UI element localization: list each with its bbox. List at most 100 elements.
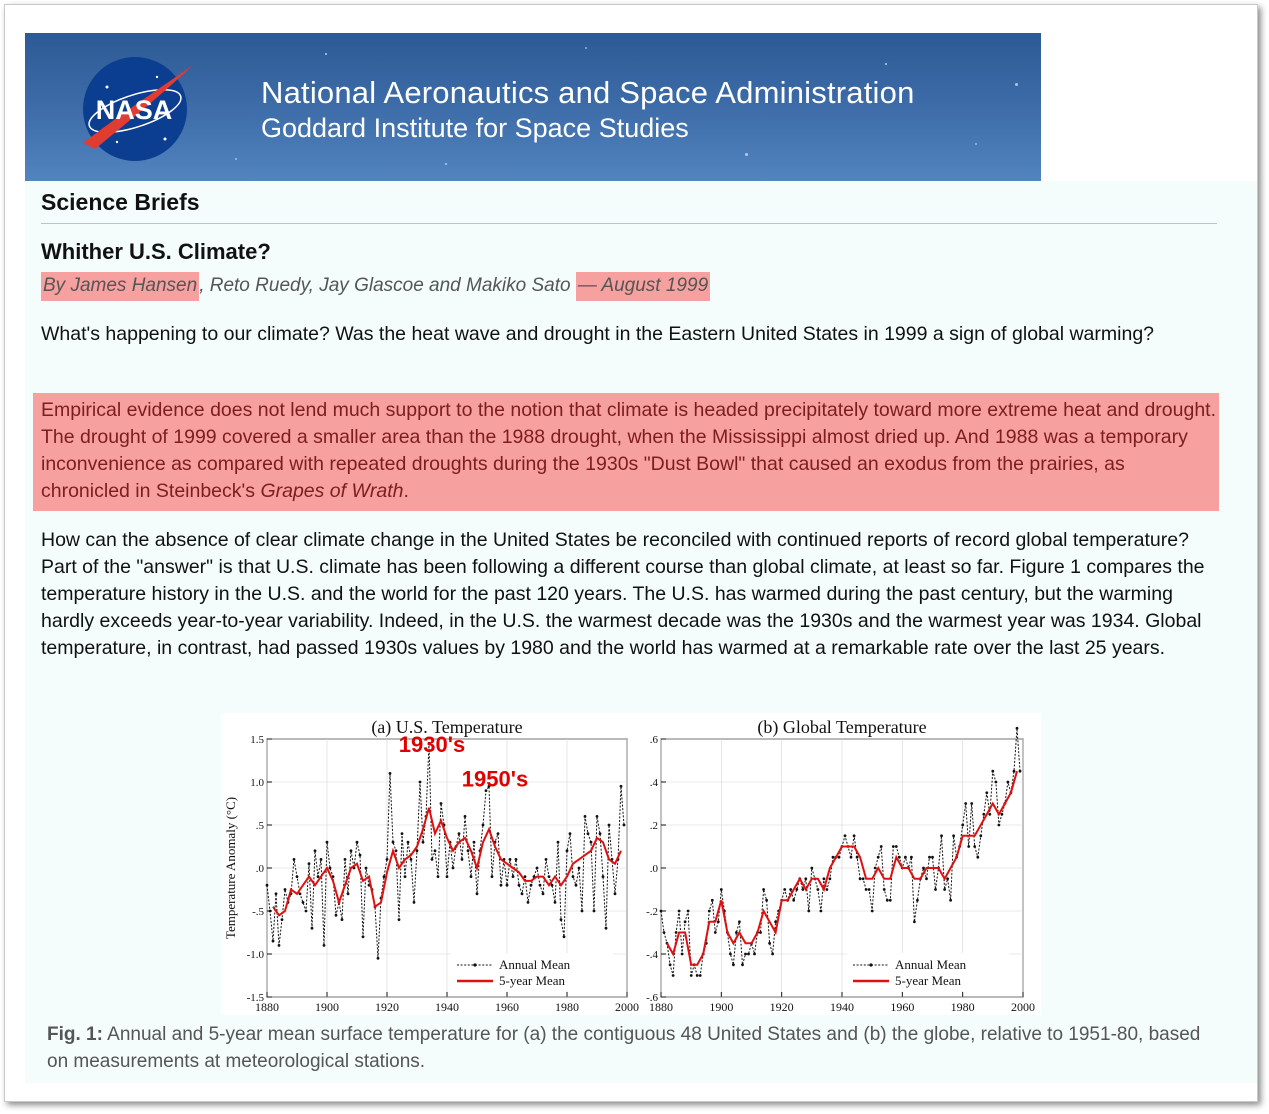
y-tick-label-us: 1.0 [250, 777, 264, 789]
annual-mean-point-us [466, 849, 470, 853]
annual-mean-point-us [433, 849, 437, 853]
y-tick-label-us: .5 [256, 820, 265, 832]
annual-mean-point-global [816, 888, 820, 891]
temperature-charts: (a) U.S. Temperature 1880 1900 1920 1940 1960… [223, 717, 1035, 1014]
chart-title-us: (a) U.S. Temperature [371, 717, 522, 738]
annual-mean-point-global [897, 855, 901, 859]
x-tick-label-global: 1960 [890, 1000, 914, 1014]
annual-mean-point-us [511, 875, 515, 878]
annual-mean-point-us [622, 823, 626, 827]
nasa-banner: NASA National Aeronautics and Space Admi… [25, 33, 1041, 181]
byline-date-highlight: — August 1999 [575, 272, 711, 301]
annual-mean-point-us [445, 875, 449, 878]
annual-mean-point-global [904, 855, 907, 859]
legend-five-year-label-global: 5-year Mean [895, 973, 962, 988]
annual-mean-point-global [732, 963, 735, 967]
annual-mean-point-global [922, 866, 925, 870]
annual-mean-point-global [913, 920, 916, 924]
annual-mean-point-us [376, 956, 380, 960]
x-tick-label-us: 1880 [255, 1000, 279, 1014]
nasa-logo: NASA [83, 57, 193, 161]
annual-mean-point-global [964, 802, 968, 805]
annual-mean-point-us [283, 888, 287, 891]
annual-mean-point-us [604, 926, 608, 930]
annual-mean-point-global [735, 931, 738, 934]
annual-mean-point-us [550, 883, 554, 887]
annual-mean-point-global [810, 866, 814, 870]
annual-mean-point-us [319, 858, 323, 861]
annual-mean-point-global [925, 877, 928, 881]
five-year-mean-line-us [272, 807, 622, 917]
annual-mean-point-us [406, 840, 410, 844]
figure-caption: Fig. 1: Annual and 5-year mean surface t… [47, 1021, 1207, 1075]
annual-mean-point-us [265, 883, 269, 887]
byline-author-highlight: By James Hansen [41, 272, 200, 301]
annual-mean-point-us [592, 909, 596, 913]
annual-mean-point-global [943, 888, 946, 891]
y-tick-label-global: -.4 [646, 949, 658, 961]
annual-mean-point-global [946, 877, 949, 881]
annual-mean-point-us [298, 892, 302, 896]
annual-mean-point-global [801, 888, 805, 891]
banner-star [445, 163, 447, 165]
nasa-logo-star [163, 137, 167, 141]
annual-mean-point-global [1015, 726, 1019, 730]
annual-mean-point-global [979, 834, 983, 838]
annual-mean-point-global [729, 952, 732, 956]
annual-mean-point-us [451, 866, 455, 870]
article-content: Science Briefs Whither U.S. Climate? By … [25, 181, 1257, 1083]
annual-mean-point-global [997, 823, 1001, 827]
annual-mean-point-us [613, 892, 617, 896]
annual-mean-point-global [759, 931, 762, 934]
annual-mean-point-global [783, 888, 787, 891]
annual-mean-point-global [976, 855, 980, 859]
byline-coauthors: , Reto Ruedy, Jay Glascoe and Makiko Sat… [199, 275, 576, 296]
annual-mean-point-global [662, 931, 666, 934]
annual-mean-point-us [481, 823, 485, 827]
annual-mean-point-global [698, 974, 702, 977]
annual-mean-point-us [382, 875, 386, 878]
annual-mean-point-global [716, 920, 720, 924]
annual-mean-point-us [403, 875, 407, 878]
annual-mean-point-global [873, 866, 877, 870]
x-tick-label-global: 1940 [830, 1000, 854, 1014]
annual-mean-point-global [680, 952, 684, 956]
y-tick-label-global: .2 [650, 820, 658, 832]
legend-bg-us [451, 953, 613, 991]
annual-mean-point-us [472, 840, 476, 844]
intro-paragraph: What's happening to our climate? Was the… [41, 323, 1155, 345]
y-tick-label-us: -1.0 [247, 949, 265, 961]
annual-mean-point-us [484, 789, 488, 792]
annotation-us-0: 1930's [399, 732, 465, 757]
annual-mean-point-us [523, 875, 527, 878]
banner-star [975, 143, 977, 145]
annual-mean-point-global [855, 855, 859, 859]
y-tick-label-us: 1.5 [250, 734, 264, 746]
annual-mean-point-us [385, 858, 389, 861]
x-tick-label-global: 1900 [709, 1000, 733, 1014]
annual-mean-point-global [949, 898, 952, 902]
x-tick-label-global: 1980 [951, 1000, 975, 1014]
annual-mean-point-us [292, 858, 296, 861]
quote-text: Empirical evidence does not lend much su… [41, 399, 1217, 502]
annual-mean-point-global [822, 877, 826, 881]
five-year-mean-line-global [666, 770, 1018, 966]
annual-mean-point-us [277, 944, 281, 947]
x-tick-label-us: 1980 [555, 1000, 579, 1014]
annual-mean-point-global [707, 909, 711, 913]
annual-mean-point-global [677, 909, 681, 913]
byline: By James Hansen, Reto Ruedy, Jay Glascoe… [41, 272, 711, 301]
annual-mean-point-global [894, 845, 898, 848]
banner-star [885, 63, 887, 65]
annual-mean-point-us [316, 875, 320, 878]
annual-mean-point-global [789, 888, 793, 891]
annual-mean-point-global [753, 952, 756, 956]
annual-mean-point-global [916, 898, 919, 902]
annual-mean-point-us [514, 858, 518, 861]
annual-mean-point-us [589, 840, 593, 844]
annual-mean-point-global [710, 898, 714, 902]
annual-mean-point-us [553, 901, 557, 904]
annual-mean-point-global [879, 845, 883, 848]
annual-mean-point-global [870, 909, 874, 913]
page-frame: NASA National Aeronautics and Space Admi… [4, 4, 1258, 1102]
